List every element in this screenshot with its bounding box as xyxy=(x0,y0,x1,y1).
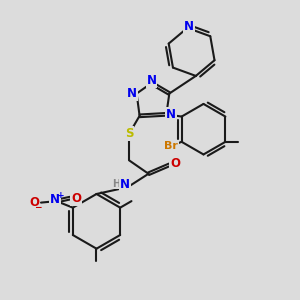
Text: N: N xyxy=(146,74,157,87)
Text: H: H xyxy=(112,178,121,189)
Text: +: + xyxy=(57,191,65,200)
Text: N: N xyxy=(127,87,137,100)
Text: O: O xyxy=(170,157,180,170)
Text: O: O xyxy=(29,196,40,208)
Text: −: − xyxy=(34,202,41,211)
Text: S: S xyxy=(125,127,134,140)
Text: Br: Br xyxy=(164,141,178,151)
Text: N: N xyxy=(166,108,176,121)
Text: O: O xyxy=(71,192,81,205)
Text: N: N xyxy=(120,178,130,191)
Text: N: N xyxy=(184,20,194,33)
Text: N: N xyxy=(50,193,60,206)
